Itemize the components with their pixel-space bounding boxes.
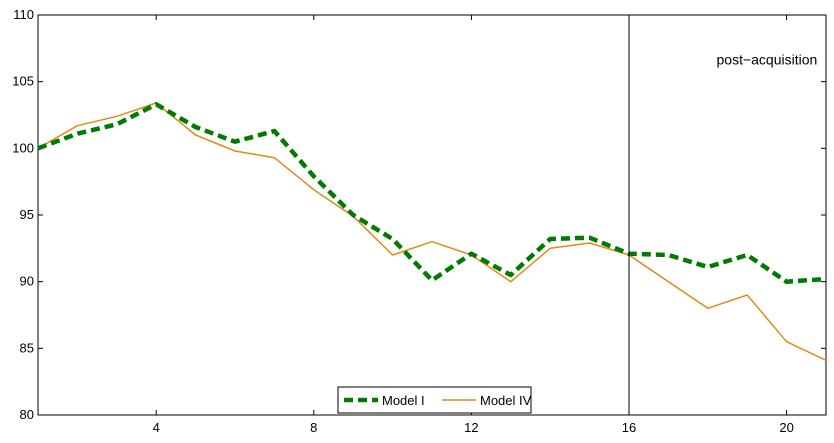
x-tick-label: 20 [779,420,793,435]
axes: 80 85 90 95 100 105 110 4 8 12 16 20 [12,7,827,435]
y-tick-label: 100 [12,140,34,155]
y-tick-label: 110 [13,7,34,22]
annotations: post−acquisition [717,51,818,67]
y-tick-label: 90 [20,274,34,289]
x-tick-label: 8 [310,420,317,435]
series-line-model-iv [37,102,827,361]
series-lines [37,15,827,415]
legend-box [337,386,532,414]
x-tick-label: 16 [622,420,636,435]
legend: Model I Model IV [337,386,532,414]
plot-frame [37,14,827,416]
annotation-text: post−acquisition [717,51,818,67]
y-tick-label: 95 [20,207,34,222]
x-tick-label: 4 [153,420,160,435]
series-line-model-i [37,102,827,284]
x-tick-label: 12 [464,420,478,435]
y-tick-label: 105 [12,74,34,89]
y-tick-label: 85 [20,340,34,355]
y-tick-label: 80 [20,407,34,422]
legend-label: Model I [382,393,425,408]
legend-label: Model IV [480,393,532,408]
